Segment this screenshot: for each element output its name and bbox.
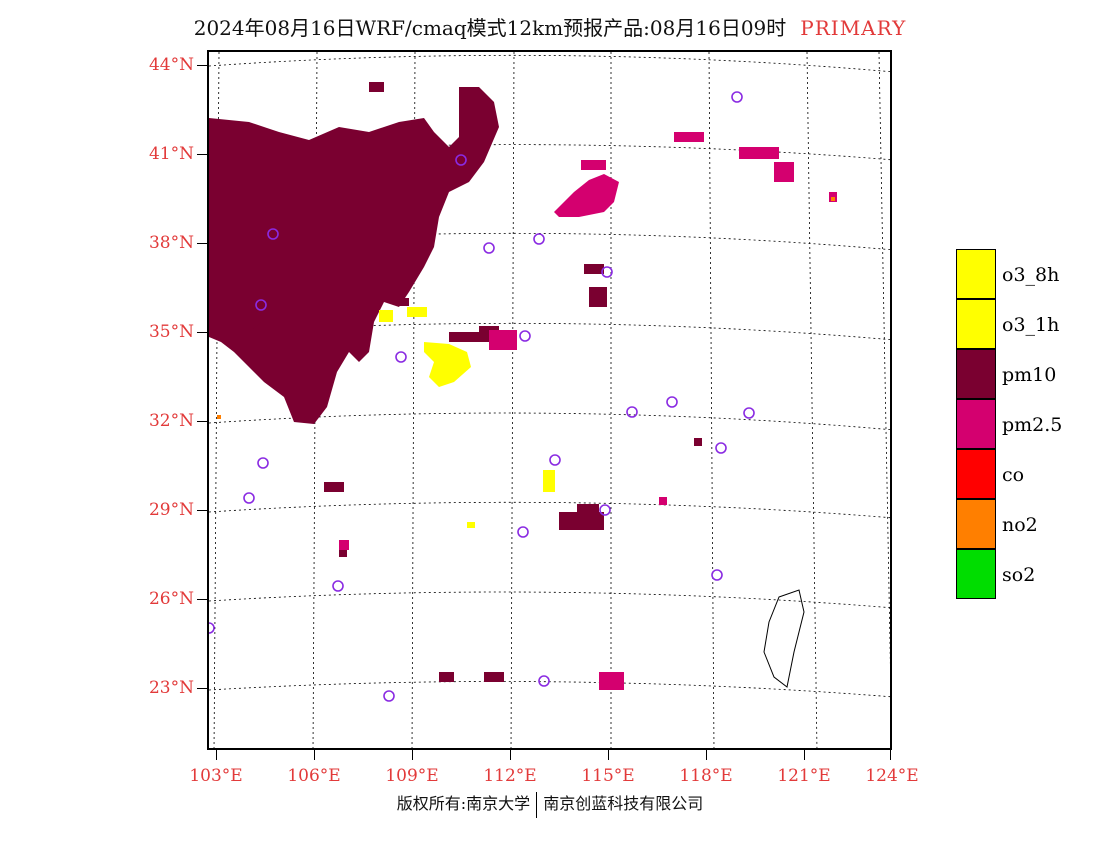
- lon-tick: [608, 750, 609, 760]
- lat-tick: [197, 599, 207, 600]
- legend-swatch-no2: [956, 499, 996, 549]
- lat-tick: [197, 421, 207, 422]
- lon-label: 115°E: [581, 766, 635, 786]
- lon-label: 121°E: [777, 766, 831, 786]
- lat-tick: [197, 243, 207, 244]
- legend-label: no2: [1002, 514, 1038, 536]
- legend-label: co: [1002, 464, 1025, 486]
- taiwan-outline: [763, 589, 805, 688]
- no2-region: [217, 197, 835, 419]
- legend-swatch-o3-1h: [956, 299, 996, 349]
- copyright-footer: 版权所有:南京大学 南京创蓝科技有限公司: [0, 790, 1100, 818]
- station-markers: [209, 91, 755, 702]
- lat-tick: [197, 65, 207, 66]
- legend-label: so2: [1002, 564, 1036, 586]
- legend-swatch-pm25: [956, 399, 996, 449]
- lat-tick: [197, 688, 207, 689]
- map-canvas: [209, 52, 890, 748]
- legend-label: pm10: [1002, 364, 1057, 386]
- lat-label: 23°N: [148, 678, 194, 698]
- lon-tick: [804, 750, 805, 760]
- copyright-right: 南京创蓝科技有限公司: [543, 794, 704, 813]
- lat-label: 38°N: [148, 233, 194, 253]
- primary-tag: PRIMARY: [800, 16, 907, 40]
- legend-swatch-so2: [956, 549, 996, 599]
- lat-tick: [197, 154, 207, 155]
- legend-swatch-o3-8h: [956, 249, 996, 299]
- pm10-region: [209, 82, 702, 682]
- pm25-region: [339, 132, 837, 690]
- lat-label: 26°N: [148, 589, 194, 609]
- lon-label: 106°E: [287, 766, 341, 786]
- lon-label: 112°E: [483, 766, 537, 786]
- map-title: 2024年08月16日WRF/cmaq模式12km预报产品:08月16日09时 P…: [0, 12, 1100, 41]
- lon-tick: [890, 750, 891, 760]
- map-panel[interactable]: [207, 50, 892, 750]
- lat-tick: [197, 510, 207, 511]
- legend-label: o3_1h: [1002, 314, 1060, 336]
- lon-tick: [510, 750, 511, 760]
- legend-swatch-pm10: [956, 349, 996, 399]
- lat-label: 44°N: [148, 55, 194, 75]
- lat-label: 32°N: [148, 411, 194, 431]
- lon-label: 109°E: [385, 766, 439, 786]
- legend-label: pm2.5: [1002, 414, 1063, 436]
- lon-label: 124°E: [865, 766, 919, 786]
- lon-label: 103°E: [189, 766, 243, 786]
- o3-region: [379, 307, 555, 528]
- copyright-left: 版权所有:南京大学: [396, 794, 531, 813]
- footer-separator: [536, 791, 538, 818]
- map-title-text: 2024年08月16日WRF/cmaq模式12km预报产品:08月16日09时: [193, 16, 787, 40]
- lat-label: 35°N: [148, 322, 194, 342]
- lat-label: 29°N: [148, 500, 194, 520]
- lon-tick: [412, 750, 413, 760]
- legend-label: o3_8h: [1002, 264, 1060, 286]
- lon-label: 118°E: [679, 766, 733, 786]
- lat-label: 41°N: [148, 144, 194, 164]
- lon-tick: [314, 750, 315, 760]
- lon-tick: [706, 750, 707, 760]
- lat-tick: [197, 332, 207, 333]
- legend-swatch-co: [956, 449, 996, 499]
- lon-tick: [216, 750, 217, 760]
